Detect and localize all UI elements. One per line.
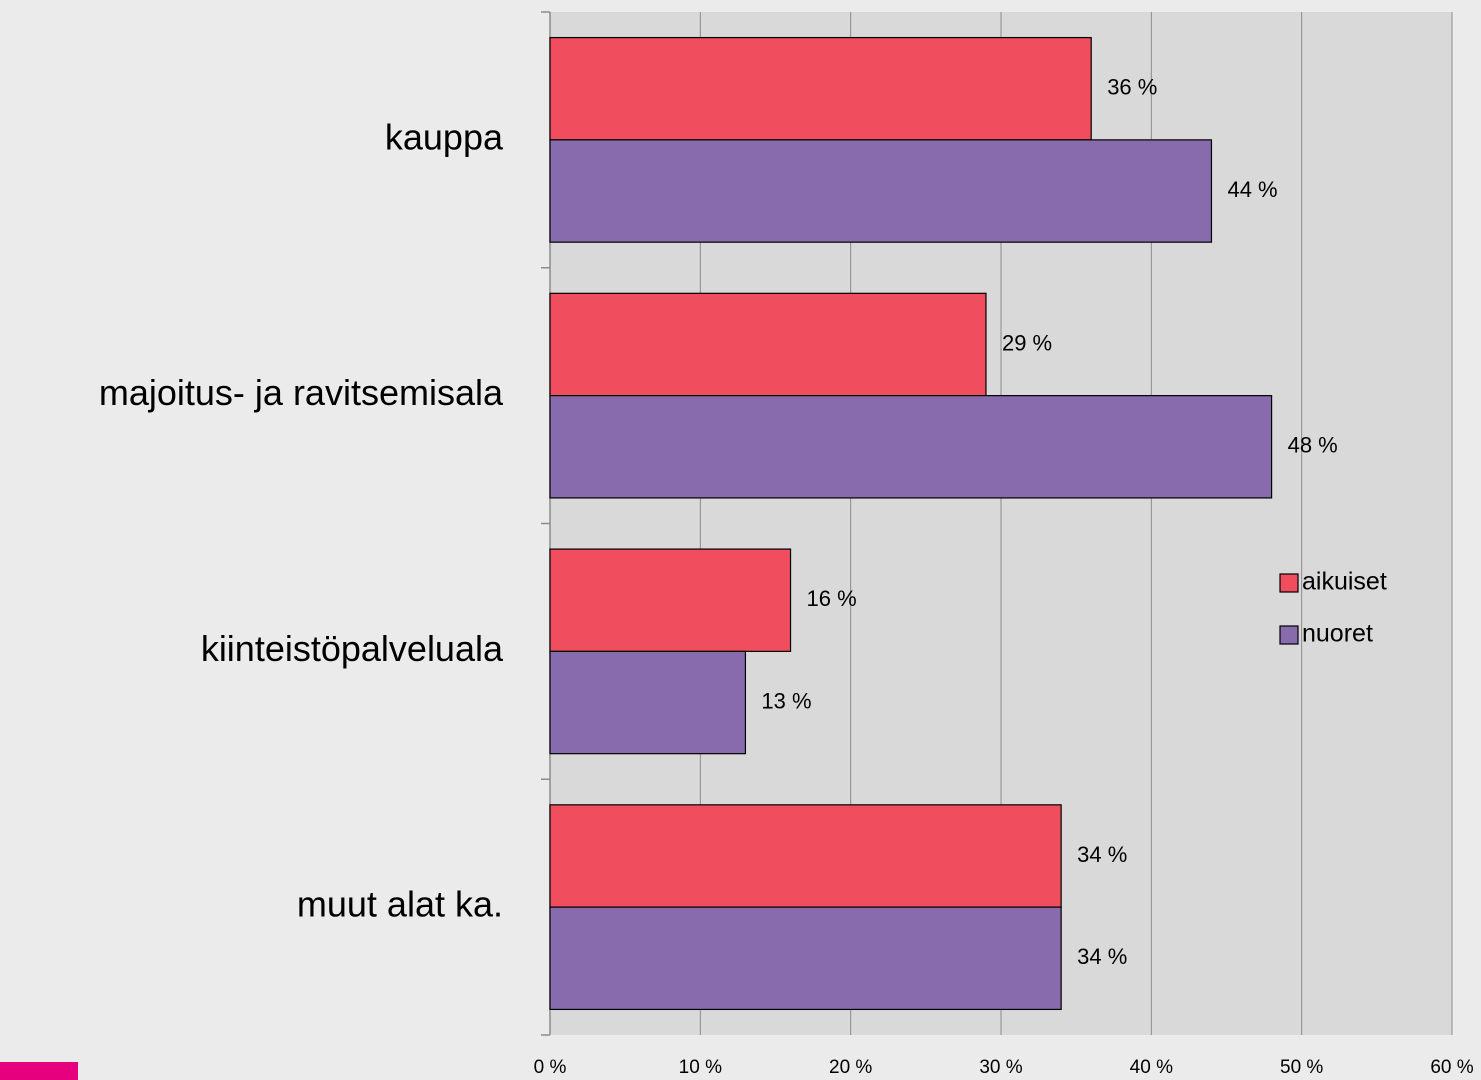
data-label: 34 % [1077,944,1127,969]
bar [549,548,792,652]
legend-swatch [1279,625,1299,645]
data-label: 36 % [1107,75,1157,100]
x-tick-label: 10 % [679,1057,722,1078]
legend-swatch [1279,573,1299,593]
bar [549,804,1062,908]
x-tick-label: 0 % [534,1057,567,1078]
data-label: 29 % [1002,330,1052,355]
y-tick-label: majoitus- ja ravitsemisala [99,372,504,413]
bar [549,292,987,397]
data-label: 13 % [761,688,811,713]
data-label: 48 % [1288,433,1338,458]
y-tick-label: kauppa [385,116,504,157]
x-tick-label: 60 % [1430,1057,1473,1078]
bar [549,395,1273,499]
x-tick-label: 40 % [1130,1057,1173,1078]
data-label: 16 % [807,586,857,611]
x-tick-label: 50 % [1280,1057,1323,1078]
legend-label: nuoret [1302,620,1373,648]
bar [549,139,1213,243]
bar [549,650,747,755]
data-label: 34 % [1077,842,1127,867]
x-tick-label: 20 % [829,1057,872,1078]
accent-block [0,1062,78,1080]
y-tick-label: muut alat ka. [297,884,503,925]
y-tick-label: kiinteistöpalveluala [201,628,504,669]
data-label: 44 % [1227,177,1277,202]
legend-label: aikuiset [1302,568,1387,596]
x-tick-label: 30 % [979,1057,1022,1078]
bar [549,36,1092,141]
bar [549,906,1062,1011]
